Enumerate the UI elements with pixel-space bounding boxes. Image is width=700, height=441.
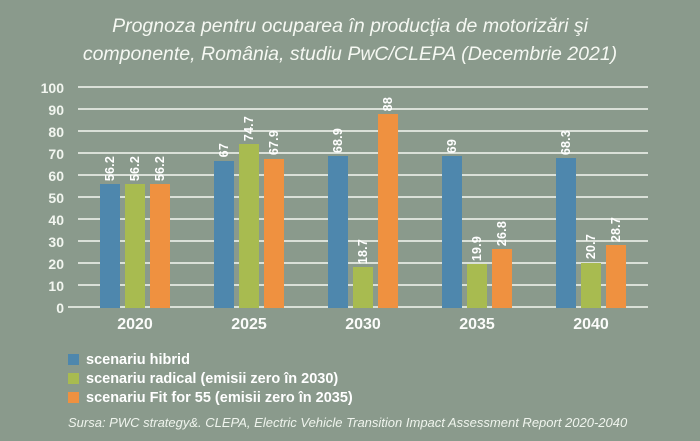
bar-value-label: 67.9: [267, 130, 281, 156]
bar-radical: [467, 264, 487, 308]
legend-label: scenariu Fit for 55 (emisii zero în 2035…: [86, 389, 353, 406]
bar-value-label: 56.2: [153, 156, 167, 182]
chart-title-line-2: componente, România, studiu PwC/CLEPA (D…: [82, 42, 618, 65]
y-tick-label: 70: [48, 146, 64, 162]
bar-hibrid: [328, 156, 348, 308]
chart-title: Prognoza pentru ocuparea în producţia de…: [0, 13, 700, 68]
legend-label: scenariu radical (emisii zero în 2030): [86, 370, 339, 387]
x-axis: 2020 2025 2030 2035 2040: [78, 316, 648, 334]
gridline: [78, 130, 648, 132]
bar-value-label: 68.9: [331, 128, 345, 154]
bar-radical: [125, 184, 145, 308]
bar-column: 88: [378, 88, 398, 308]
bar-column: 69: [442, 88, 462, 308]
bar-column: 56.2: [125, 88, 145, 308]
legend-item-radical: scenariu radical (emisii zero în 2030): [68, 370, 353, 387]
bar-column: 28.7: [606, 88, 626, 308]
y-tick-label: 40: [48, 212, 64, 228]
bar-hibrid: [100, 184, 120, 308]
bar-column: 67.9: [264, 88, 284, 308]
bar-radical: [581, 262, 601, 308]
bar-fit-for-55: [492, 249, 512, 308]
bar-value-label: 56.2: [103, 156, 117, 182]
y-tick-label: 100: [40, 80, 64, 96]
legend-item-fit-for-55: scenariu Fit for 55 (emisii zero în 2035…: [68, 389, 353, 406]
y-tick-label: 80: [48, 124, 64, 140]
bar-group-2040: 68.3 20.7 28.7: [556, 88, 626, 308]
gridline: [78, 152, 648, 154]
legend-swatch-radical: [68, 373, 79, 384]
bar-groups: 56.2 56.2 56.2 67 74.7 67.9 68.9 18.7 88 69 19.9 26…: [78, 88, 648, 308]
bar-column: 18.7: [353, 88, 373, 308]
bar-value-label: 19.9: [470, 236, 484, 262]
bar-column: 56.2: [100, 88, 120, 308]
legend-swatch-hibrid: [68, 354, 79, 365]
legend: scenariu hibrid scenariu radical (emisii …: [68, 352, 353, 409]
bar-value-label: 26.8: [495, 220, 509, 246]
y-tick-label: 90: [48, 102, 64, 118]
bar-fit-for-55: [150, 184, 170, 308]
y-tick-label: 20: [48, 256, 64, 272]
bar-column: 74.7: [239, 88, 259, 308]
legend-swatch-fit-for-55: [68, 392, 79, 403]
bar-column: 67: [214, 88, 234, 308]
y-tick-label: 50: [48, 190, 64, 206]
bar-group-2035: 69 19.9 26.8: [442, 88, 512, 308]
bar-value-label: 68.3: [559, 129, 573, 155]
bar-value-label: 69: [445, 138, 459, 154]
bar-radical: [353, 266, 373, 308]
bar-column: 68.3: [556, 88, 576, 308]
bar-column: 19.9: [467, 88, 487, 308]
bar-group-2030: 68.9 18.7 88: [328, 88, 398, 308]
bar-value-label: 18.7: [356, 238, 370, 264]
y-tick-label: 0: [56, 300, 64, 316]
bar-value-label: 56.2: [128, 156, 142, 182]
gridline: [78, 196, 648, 198]
y-tick-label: 10: [48, 278, 64, 294]
bar-value-label: 67: [217, 143, 231, 158]
bar-fit-for-55: [378, 114, 398, 308]
y-tick-label: 60: [48, 168, 64, 184]
source-note: Sursa: PWC strategy&. CLEPA, Electric Ve…: [68, 415, 628, 430]
y-axis: 0 10 20 30 40 50 60 70 80 90 100: [0, 80, 64, 316]
x-tick-label: 2040: [573, 316, 609, 333]
x-tick-label: 2030: [345, 316, 381, 333]
gridline: [78, 262, 648, 264]
legend-label: scenariu hibrid: [86, 351, 190, 368]
bar-fit-for-55: [264, 158, 284, 308]
y-tick-label: 30: [48, 234, 64, 250]
bar-radical: [239, 143, 259, 308]
bar-hibrid: [442, 156, 462, 308]
bar-value-label: 74.7: [242, 115, 256, 141]
bar-hibrid: [214, 160, 234, 308]
x-tick-label: 2025: [231, 316, 267, 333]
chart-title-line-1: Prognoza pentru ocuparea în producţia de…: [112, 15, 588, 37]
bar-group-2020: 56.2 56.2 56.2: [100, 88, 170, 308]
gridline: [78, 240, 648, 242]
legend-item-hibrid: scenariu hibrid: [68, 351, 353, 368]
x-tick-label: 2020: [117, 316, 153, 333]
bar-group-2025: 67 74.7 67.9: [214, 88, 284, 308]
gridline: [78, 86, 648, 88]
gridline: [78, 174, 648, 176]
bar-column: 26.8: [492, 88, 512, 308]
bar-value-label: 88: [381, 97, 395, 112]
x-tick-label: 2035: [459, 316, 495, 333]
bar-hibrid: [556, 157, 576, 308]
gridline: [78, 218, 648, 220]
bar-value-label: 28.7: [609, 216, 623, 242]
bar-column: 20.7: [581, 88, 601, 308]
bar-column: 56.2: [150, 88, 170, 308]
bar-value-label: 20.7: [584, 234, 598, 260]
bar-column: 68.9: [328, 88, 348, 308]
bar-fit-for-55: [606, 244, 626, 308]
gridline: [78, 108, 648, 110]
